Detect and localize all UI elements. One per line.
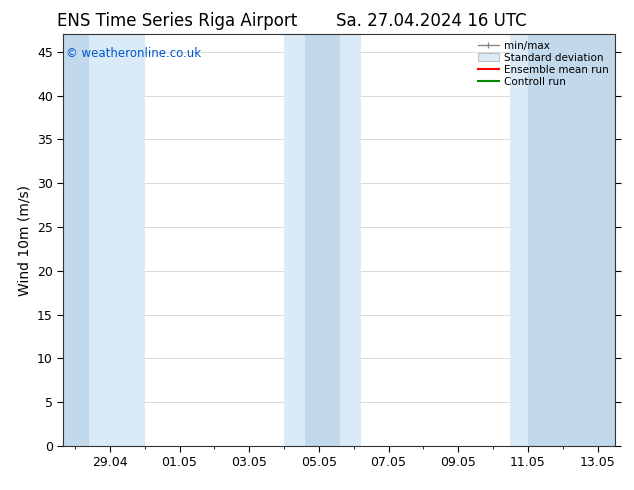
Bar (284, 34, 361, 446)
Bar (305, 34, 340, 446)
Bar (528, 34, 615, 446)
Bar (63, 34, 89, 446)
Y-axis label: Wind 10m (m/s): Wind 10m (m/s) (18, 185, 32, 295)
Legend: min/max, Standard deviation, Ensemble mean run, Controll run: min/max, Standard deviation, Ensemble me… (474, 36, 613, 91)
Bar (63, 34, 145, 446)
Text: © weatheronline.co.uk: © weatheronline.co.uk (66, 47, 201, 60)
Bar (510, 34, 615, 446)
Text: ENS Time Series Riga Airport: ENS Time Series Riga Airport (58, 12, 297, 30)
Text: Sa. 27.04.2024 16 UTC: Sa. 27.04.2024 16 UTC (336, 12, 526, 30)
